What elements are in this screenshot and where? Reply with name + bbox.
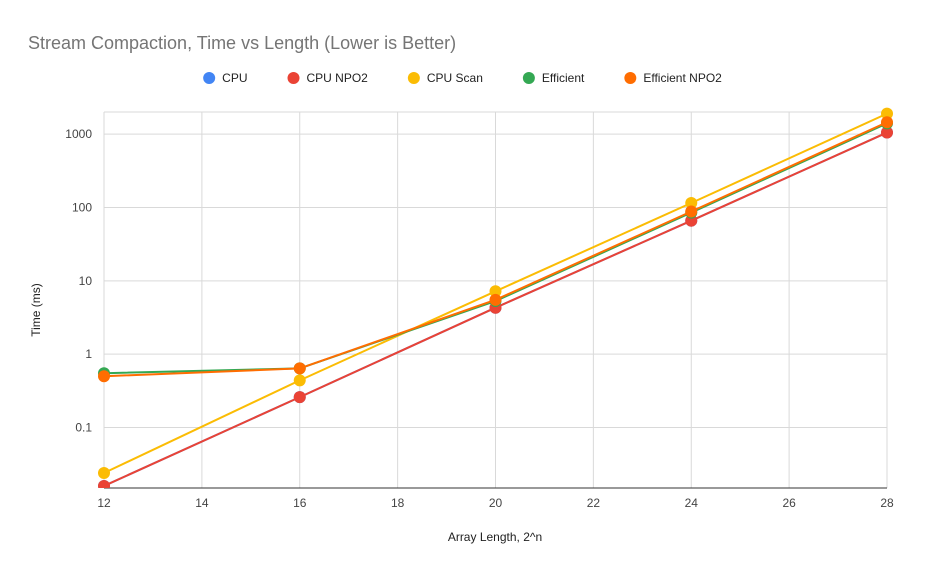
y-tick-label: 1000 (65, 127, 92, 141)
data-point (98, 479, 110, 488)
data-point (685, 196, 698, 209)
legend-item[interactable]: CPU (203, 71, 248, 85)
x-axis-ticks: 12 14 16 18 20 22 24 26 28 (97, 496, 894, 510)
x-axis-label: Array Length, 2^n (448, 530, 542, 544)
x-tick-label: 24 (685, 496, 699, 510)
legend-swatch (287, 72, 300, 84)
legend-label: CPU NPO2 (307, 71, 369, 85)
y-tick-label: 1 (85, 347, 92, 361)
series (98, 107, 893, 488)
x-tick-label: 16 (293, 496, 307, 510)
x-tick-label: 14 (195, 496, 209, 510)
y-tick-label: 0.1 (75, 421, 92, 435)
series-efficient-npo2 (98, 116, 893, 383)
data-point (881, 107, 893, 120)
legend-item[interactable]: CPU NPO2 (287, 71, 369, 85)
data-point (293, 362, 306, 375)
x-tick-label: 18 (391, 496, 405, 510)
y-axis-label: Time (ms) (29, 283, 43, 337)
series-cpu-scan (98, 107, 893, 480)
legend-swatch (522, 72, 535, 84)
x-tick-label: 20 (489, 496, 503, 510)
chart-title: Stream Compaction, Time vs Length (Lower… (28, 33, 456, 53)
legend-swatch (407, 72, 420, 84)
x-tick-label: 28 (880, 496, 894, 510)
grid (103, 111, 888, 488)
y-axis-ticks: 0.1 1 10 100 1000 (65, 127, 92, 434)
legend-label: Efficient NPO2 (643, 71, 722, 85)
legend-swatch (203, 72, 216, 84)
data-point (489, 285, 502, 298)
legend-label: CPU Scan (427, 71, 483, 85)
data-point (685, 205, 698, 218)
data-point (881, 126, 893, 139)
x-tick-label: 22 (587, 496, 601, 510)
y-tick-label: 10 (79, 274, 93, 288)
x-tick-label: 26 (782, 496, 796, 510)
legend: CPU CPU NPO2 CPU Scan Efficient Efficient NP… (203, 71, 722, 85)
legend-item[interactable]: Efficient NPO2 (624, 71, 722, 85)
legend-swatch (624, 72, 637, 84)
data-point (293, 391, 306, 404)
data-point (98, 467, 110, 480)
data-point (881, 116, 893, 129)
legend-item[interactable]: CPU Scan (407, 71, 483, 85)
x-tick-label: 12 (97, 496, 111, 510)
data-point (98, 370, 110, 383)
legend-label: Efficient (542, 71, 585, 85)
y-tick-label: 100 (72, 200, 92, 214)
legend-item[interactable]: Efficient (522, 71, 585, 85)
data-point (489, 293, 502, 306)
data-point (293, 374, 306, 387)
legend-label: CPU (222, 71, 247, 85)
